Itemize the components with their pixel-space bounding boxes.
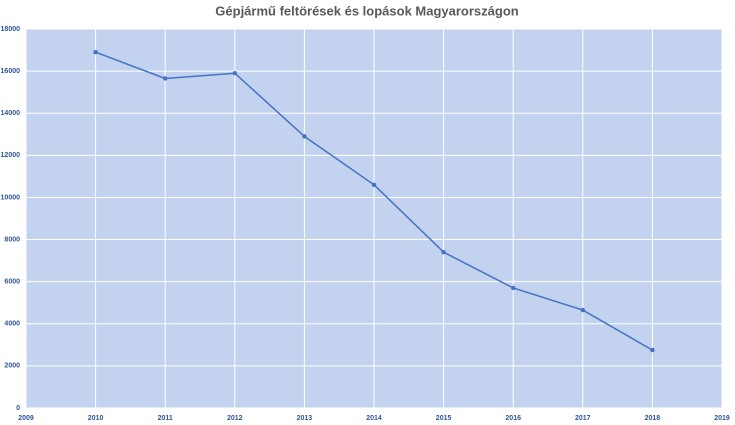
data-point	[302, 134, 307, 139]
data-point	[371, 182, 377, 188]
data-point	[163, 76, 168, 81]
x-tick-label: 2012	[227, 415, 243, 422]
y-tick-label: 12000	[1, 152, 21, 159]
y-tick-label: 4000	[4, 321, 20, 328]
x-tick-label: 2010	[88, 415, 104, 422]
data-point	[232, 71, 237, 76]
y-tick-label: 0	[16, 405, 20, 412]
x-tick-label: 2016	[505, 415, 521, 422]
data-point	[93, 49, 98, 55]
chart-title: Gépjármű feltörések és lopások Magyarors…	[215, 3, 518, 18]
data-point	[511, 285, 516, 291]
x-tick-label: 2017	[575, 415, 591, 422]
x-tick-label: 2015	[436, 415, 452, 422]
x-tick-label: 2014	[366, 415, 382, 422]
data-point	[580, 307, 585, 313]
y-tick-label: 10000	[1, 194, 21, 201]
data-point	[441, 249, 446, 255]
x-tick-label: 2018	[645, 415, 661, 422]
y-tick-label: 18000	[1, 26, 21, 33]
x-tick-label: 2013	[297, 415, 313, 422]
x-tick-label: 2011	[158, 415, 173, 422]
x-tick-label: 2009	[18, 415, 34, 422]
y-tick-label: 8000	[4, 236, 20, 243]
y-tick-label: 2000	[4, 363, 20, 370]
y-tick-label: 14000	[1, 110, 21, 117]
data-point	[650, 347, 655, 353]
x-tick-label: 2019	[714, 415, 730, 422]
y-tick-label: 16000	[1, 68, 21, 75]
y-tick-label: 6000	[4, 279, 20, 286]
